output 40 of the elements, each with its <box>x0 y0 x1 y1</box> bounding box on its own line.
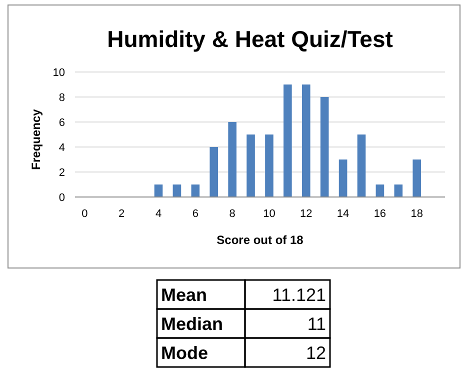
y-tick-label: 8 <box>58 92 65 104</box>
y-axis-title: Frequency <box>29 108 43 170</box>
text: Mode <box>161 343 208 363</box>
bar <box>246 134 255 197</box>
y-tick-label: 4 <box>58 142 65 154</box>
x-tick-label: 16 <box>374 208 386 220</box>
x-tick-label: 6 <box>192 208 198 220</box>
bar <box>376 184 384 197</box>
x-tick-label: 4 <box>155 208 162 220</box>
bar <box>191 184 200 197</box>
text: Mean <box>161 285 208 305</box>
text: 12 <box>306 343 326 363</box>
bar <box>302 84 310 197</box>
x-tick-label: 0 <box>82 208 88 220</box>
bar <box>412 160 422 197</box>
bar <box>228 122 236 197</box>
bar <box>394 184 403 197</box>
y-tick-label: 0 <box>58 192 65 204</box>
bar <box>338 160 348 197</box>
x-tick-label: 2 <box>118 208 125 220</box>
bar <box>284 84 292 197</box>
text: 11 <box>307 314 326 334</box>
x-tick-label: 12 <box>300 208 312 220</box>
bar <box>172 184 182 197</box>
bar <box>265 134 274 197</box>
x-tick-label: 10 <box>263 208 276 220</box>
y-tick-label: 10 <box>52 67 65 79</box>
y-tick-label: 6 <box>58 117 65 129</box>
x-tick-label: 14 <box>336 208 350 220</box>
text: 11.121 <box>272 285 326 305</box>
x-tick-label: 8 <box>229 208 236 220</box>
y-tick-label: 2 <box>58 167 65 179</box>
x-tick-label: 18 <box>410 208 423 220</box>
bar <box>357 134 366 197</box>
bar <box>320 97 329 197</box>
chart-title: Humidity & Heat Quiz/Test <box>107 26 394 52</box>
text: Median <box>161 314 224 334</box>
bar <box>210 147 218 197</box>
bar <box>154 184 163 197</box>
x-axis-title: Score out of 18 <box>216 233 304 247</box>
